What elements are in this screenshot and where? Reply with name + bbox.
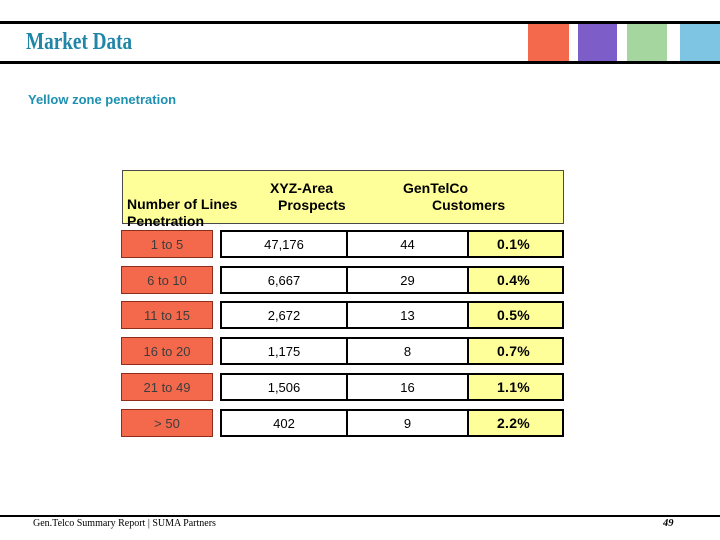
table-row: 1 to 5 47,176 44 0.1% — [0, 230, 720, 258]
purple-square — [578, 24, 617, 61]
footer-rule — [0, 515, 720, 517]
row-data: 402 9 2.2% — [220, 409, 564, 437]
penetration-cell: 0.4% — [469, 268, 562, 292]
prospects-cell: 2,672 — [222, 303, 348, 327]
row-label: 21 to 49 — [121, 373, 213, 401]
slide-subtitle: Yellow zone penetration — [28, 92, 177, 107]
table-row: 16 to 20 1,175 8 0.7% — [0, 337, 720, 365]
prospects-cell: 402 — [222, 411, 348, 435]
col-header-customers-line1: GenTelCo — [403, 180, 469, 196]
row-label: > 50 — [121, 409, 213, 437]
prospects-cell: 1,506 — [222, 375, 348, 399]
col-header-prospects-line2: Prospects — [278, 197, 346, 213]
row-data: 2,672 13 0.5% — [220, 301, 564, 329]
customers-cell: 9 — [348, 411, 469, 435]
page-number: 49 — [663, 518, 674, 529]
customers-cell: 13 — [348, 303, 469, 327]
col-header-prospects-line1: XYZ-Area — [270, 180, 334, 196]
row-data: 6,667 29 0.4% — [220, 266, 564, 294]
table-row: > 50 402 9 2.2% — [0, 409, 720, 437]
penetration-cell: 0.1% — [469, 232, 562, 256]
corner-header-line2: Penetration — [127, 213, 205, 229]
table-header-band — [122, 170, 564, 224]
top-rule — [0, 21, 720, 24]
penetration-cell: 1.1% — [469, 375, 562, 399]
orange-square — [528, 24, 569, 61]
customers-cell: 29 — [348, 268, 469, 292]
customers-cell: 8 — [348, 339, 469, 363]
row-label: 1 to 5 — [121, 230, 213, 258]
green-square — [627, 24, 667, 61]
header-bottom-rule — [0, 61, 720, 64]
row-label: 11 to 15 — [121, 301, 213, 329]
penetration-cell: 0.7% — [469, 339, 562, 363]
blue-square — [680, 24, 720, 61]
prospects-cell: 1,175 — [222, 339, 348, 363]
row-label: 6 to 10 — [121, 266, 213, 294]
row-data: 1,506 16 1.1% — [220, 373, 564, 401]
table-row: 11 to 15 2,672 13 0.5% — [0, 301, 720, 329]
footer-report-label: Gen.Telco Summary Report | SUMA Partners — [33, 518, 216, 529]
slide-title: Market Data — [26, 29, 133, 55]
row-data: 47,176 44 0.1% — [220, 230, 564, 258]
prospects-cell: 47,176 — [222, 232, 348, 256]
penetration-cell: 0.5% — [469, 303, 562, 327]
corner-header-line1: Number of Lines — [127, 196, 238, 212]
customers-cell: 16 — [348, 375, 469, 399]
prospects-cell: 6,667 — [222, 268, 348, 292]
table-row: 6 to 10 6,667 29 0.4% — [0, 266, 720, 294]
row-data: 1,175 8 0.7% — [220, 337, 564, 365]
customers-cell: 44 — [348, 232, 469, 256]
penetration-cell: 2.2% — [469, 411, 562, 435]
row-label: 16 to 20 — [121, 337, 213, 365]
col-header-customers-line2: Customers — [432, 197, 506, 213]
table-row: 21 to 49 1,506 16 1.1% — [0, 373, 720, 401]
